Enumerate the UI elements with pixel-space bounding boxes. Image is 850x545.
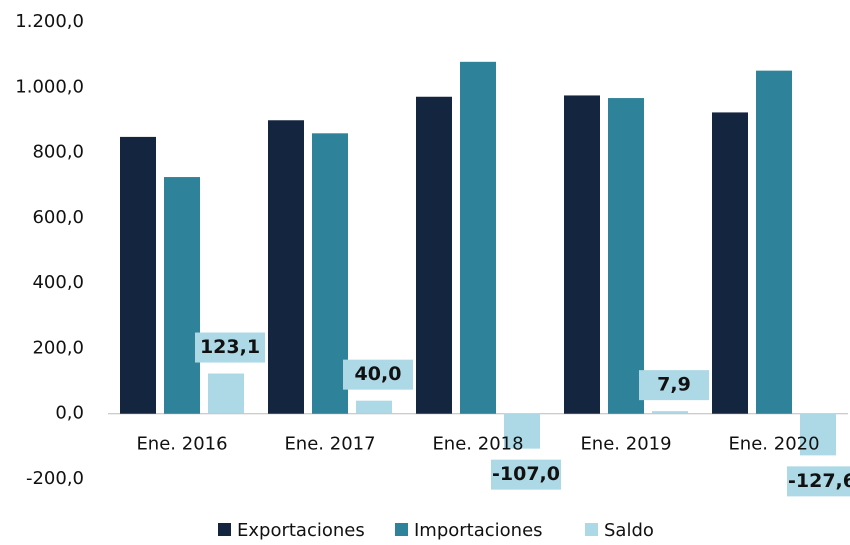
bar (504, 413, 540, 449)
value-label-box (195, 332, 265, 363)
y-tick-label: 800,0 (32, 142, 84, 163)
bar (416, 96, 452, 414)
legend-label: Exportaciones (237, 520, 365, 541)
bar (652, 411, 688, 414)
value-label: 40,0 (355, 363, 402, 385)
value-label: 7,9 (657, 374, 691, 396)
y-tick-label: -200,0 (26, 468, 84, 489)
x-tick-label: Ene. 2016 (136, 434, 227, 455)
value-label: -107,0 (492, 463, 560, 485)
value-label-box (491, 459, 561, 490)
bar (564, 95, 600, 414)
bar (268, 120, 304, 414)
bar (120, 136, 156, 414)
value-label: 123,1 (200, 336, 260, 358)
y-tick-label: 1.200,0 (15, 11, 84, 32)
value-label-box (343, 359, 413, 390)
x-tick-label: Ene. 2017 (284, 434, 375, 455)
bar (208, 373, 244, 414)
bar (712, 112, 748, 414)
bar (312, 133, 348, 414)
value-label-box (787, 466, 850, 497)
y-tick-label: 600,0 (32, 207, 84, 228)
legend-swatch (585, 523, 598, 536)
legend-label: Saldo (604, 520, 654, 541)
x-tick-label: Ene. 2020 (728, 434, 819, 455)
y-tick-label: 200,0 (32, 337, 84, 358)
legend-swatch (218, 523, 231, 536)
legend-label: Importaciones (414, 520, 543, 541)
y-tick-label: 1.000,0 (15, 76, 84, 97)
x-tick-label: Ene. 2018 (432, 434, 523, 455)
value-label: -127,6 (788, 470, 850, 492)
bar (800, 413, 836, 456)
bar (356, 400, 392, 414)
bar (164, 177, 200, 414)
bar (460, 61, 496, 414)
value-label-box (639, 370, 709, 401)
y-tick-label: 400,0 (32, 272, 84, 293)
x-tick-label: Ene. 2019 (580, 434, 671, 455)
bar (608, 98, 644, 414)
legend-swatch (395, 523, 408, 536)
y-tick-label: 0,0 (55, 403, 84, 424)
bar (756, 70, 792, 414)
